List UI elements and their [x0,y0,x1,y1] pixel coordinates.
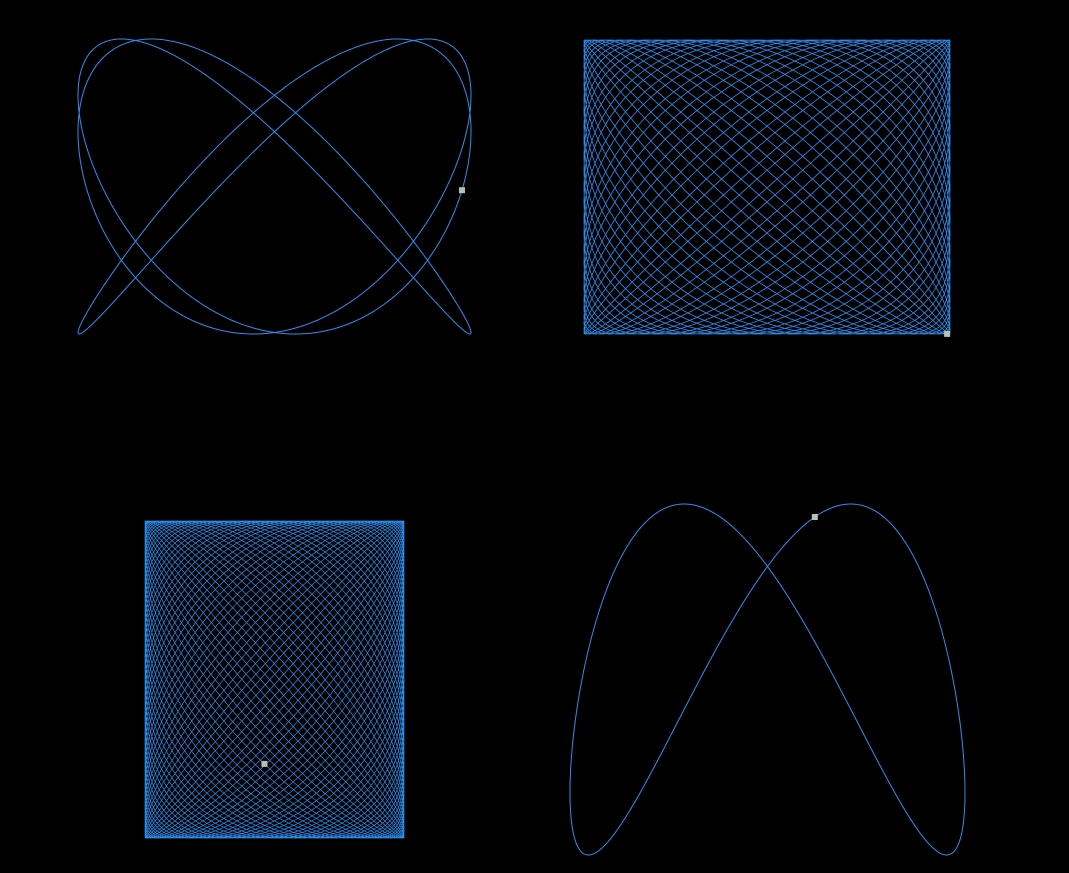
lissajous-curve-3 [144,520,405,839]
lissajous-figure-top-left [77,38,472,335]
square-marker-icon [811,514,818,520]
lissajous-figure-top-right [583,39,951,337]
lissajous-figure-bottom-left [144,520,405,839]
lissajous-figure-bottom-right [569,503,966,856]
square-marker-icon [261,760,268,767]
square-marker-icon [944,330,951,337]
lissajous-curve-4 [569,503,966,856]
lissajous-curve-2 [583,39,951,335]
square-marker-icon [459,187,465,194]
lissajous-curve-1 [77,38,472,335]
